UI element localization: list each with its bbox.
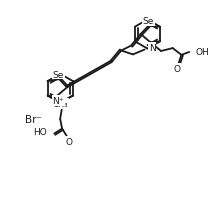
Text: CH₃: CH₃ bbox=[52, 99, 68, 108]
Text: N: N bbox=[149, 43, 156, 52]
Text: O: O bbox=[173, 65, 180, 74]
Text: O: O bbox=[65, 137, 72, 146]
Text: HO: HO bbox=[33, 127, 47, 136]
Text: Br⁻: Br⁻ bbox=[26, 115, 42, 125]
Text: Se: Se bbox=[143, 17, 154, 26]
Text: N⁺: N⁺ bbox=[53, 96, 64, 105]
Text: Se: Se bbox=[53, 70, 64, 79]
Text: OH: OH bbox=[196, 48, 210, 57]
